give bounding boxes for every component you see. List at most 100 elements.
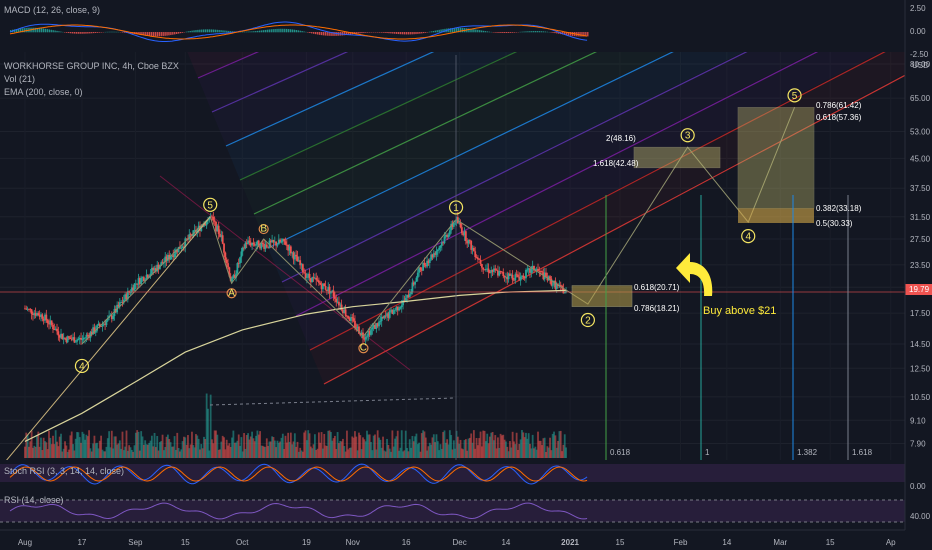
macd-hist-133 [266,29,269,33]
volume-bar-244 [350,447,352,458]
candle-body-285 [404,297,407,302]
volume-bar-63 [108,431,111,458]
volume-bar-107 [167,434,169,458]
macd-hist-238 [469,28,471,33]
candle-body-234 [336,301,339,303]
volume-bar-44 [82,433,85,458]
macd-hist-167 [332,32,334,36]
candle-body-179 [263,243,266,249]
macd-hist-124 [249,31,251,33]
candle-body-191 [279,239,282,243]
volume-bar-124 [189,444,192,458]
volume-bar-190 [277,442,280,458]
candle-body-313 [442,242,445,244]
stoch-k-line [9,463,588,485]
candle-body-32 [66,336,69,343]
volume-bar-187 [273,440,276,458]
volume-bar-101 [158,442,161,458]
candle-body-261 [372,324,375,328]
candle-body-256 [366,336,368,338]
volume-bar-243 [348,447,351,458]
candle-body-188 [275,241,278,246]
candle-body-397 [554,280,557,289]
candle-body-356 [499,270,502,272]
volume-bar-218 [315,449,318,458]
volume-bar-396 [553,431,555,458]
candle-body-60 [104,323,107,326]
candle-body-10 [37,313,40,316]
candle-body-278 [395,306,398,310]
volume-bar-95 [150,435,153,458]
volume-bar-160 [237,434,240,458]
volume-bar-154 [229,446,232,458]
macd-hist-246 [484,31,487,33]
volume-bar-6 [32,447,34,458]
macd-hist-3 [15,29,18,33]
candle-body-190 [277,239,280,245]
volume-bar-369 [517,450,519,458]
macd-hist-240 [473,29,475,33]
macd-hist-201 [397,32,400,35]
price-tick-14: 7.90 [910,439,926,448]
volume-bar-210 [304,430,307,458]
volume-bar-319 [450,435,453,458]
currency-label: USD [912,61,929,70]
candle-body-335 [471,247,474,250]
candle-body-125 [191,235,193,237]
volume-bar-175 [257,434,260,458]
volume-bar-313 [442,432,445,458]
candle-body-52 [93,327,96,333]
volume-bar-97 [153,432,156,458]
candle-body-214 [309,278,312,283]
volume-bar-172 [253,441,256,458]
candle-body-29 [62,337,65,340]
volume-bar-350 [491,431,494,458]
macd-hist-127 [255,31,257,33]
macd-hist-44 [94,32,97,33]
macd-hist-165 [328,32,330,36]
candle-body-103 [161,262,164,264]
macd-hist-257 [506,32,508,33]
volume-bar-330 [464,439,467,458]
candle-body-223 [321,283,324,290]
wave-label-6: 2 [585,316,591,327]
candle-body-61 [105,320,108,326]
volume-bar-277 [394,438,396,458]
volume-bar-57 [100,435,102,458]
macd-hist-163 [324,32,326,36]
macd-hist-149 [297,30,299,33]
volume-bar-22 [53,444,56,458]
candle-body-217 [313,277,316,279]
macd-hist-0 [10,30,12,33]
candle-body-290 [411,282,414,292]
macd-hist-173 [343,32,346,36]
volume-bar-114 [176,432,179,458]
macd-hist-142 [284,28,286,33]
macd-hist-119 [239,31,242,33]
candle-body-28 [61,333,64,340]
fib-box-wave2 [571,285,633,307]
candle-body-186 [272,240,275,243]
pitchfork-line-8 [281,52,748,283]
macd-axis-0: 2.50 [910,4,926,13]
volume-bar-370 [518,443,521,458]
volume-bar-186 [272,437,275,458]
candle-body-376 [526,269,529,271]
macd-hist-95 [193,30,195,33]
volume-bar-112 [173,436,176,458]
volume-bar-180 [264,446,267,458]
volume-bar-365 [511,431,514,458]
volume-bar-123 [188,448,191,458]
candle-body-149 [223,243,225,253]
stoch-axis-0: 0.00 [910,482,926,491]
volume-bar-52 [93,435,96,458]
macd-hist-136 [272,29,274,33]
macd-hist-31 [69,32,72,34]
candle-body-4 [29,308,32,310]
candle-body-272 [387,313,390,318]
macd-hist-254 [500,32,502,33]
volume-bar-179 [263,446,266,458]
macd-hist-192 [380,32,382,33]
